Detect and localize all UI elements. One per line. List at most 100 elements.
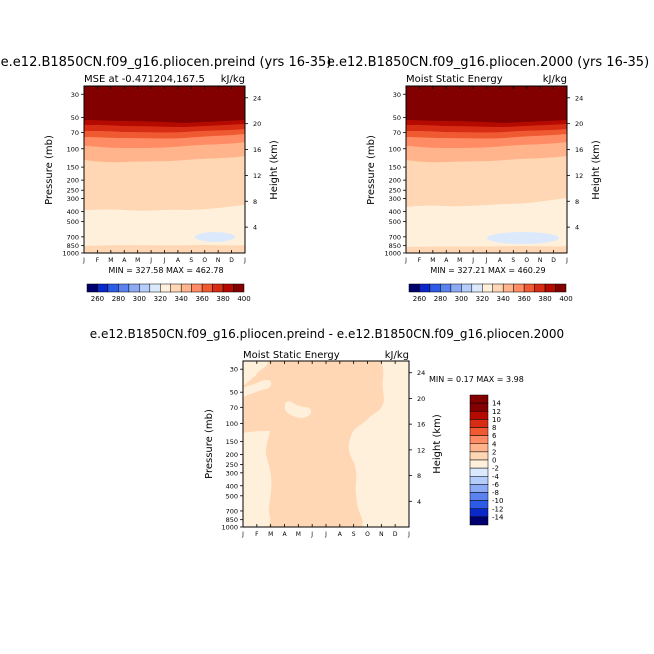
y2-tick-label: 16: [417, 421, 425, 429]
colorbar-swatch: [233, 283, 245, 293]
colorbar-label: 280: [112, 295, 125, 303]
y-tick-label: 70: [393, 129, 401, 137]
y-tick-label: 250: [67, 187, 79, 195]
colorbar-label: 360: [195, 295, 208, 303]
colorbar-label: -4: [492, 473, 500, 481]
y-tick-label: 300: [389, 195, 401, 203]
y2-tick-label: 4: [575, 224, 579, 232]
y2-tick-label: 24: [253, 94, 261, 102]
y2-tick-label: 24: [575, 94, 583, 102]
colorbar-swatch: [469, 435, 489, 444]
colorbar-label: 6: [492, 432, 497, 440]
colorbar-label: 10: [492, 416, 501, 424]
colorbar-label: 0: [492, 457, 496, 465]
y-tick-label: 100: [389, 145, 401, 153]
x-tick-label: S: [189, 257, 193, 264]
colorbar-label: 2: [492, 448, 496, 456]
y-tick-label: 500: [389, 218, 401, 226]
colorbar-swatch: [450, 283, 462, 293]
y2-tick-label: 8: [417, 472, 421, 480]
x-tick-label: O: [202, 257, 207, 264]
colorbar-swatch: [469, 484, 489, 493]
gap-upper-left: [243, 379, 272, 398]
colorbar-swatch: [139, 283, 151, 293]
colorbar-label: 360: [517, 295, 530, 303]
y-tick-label: 30: [230, 366, 238, 374]
colorbar-swatch: [201, 283, 213, 293]
contour-field: [84, 86, 245, 253]
x-tick-label: M: [135, 257, 140, 264]
y-tick-label: 200: [226, 451, 238, 459]
y-tick-label: 500: [226, 492, 238, 500]
colorbar-swatch: [440, 283, 452, 293]
colorbar-label: -10: [492, 497, 503, 505]
y2-axis-label: Height (km): [432, 414, 443, 474]
colorbar-label: 12: [492, 408, 501, 416]
colorbar-swatch: [469, 394, 489, 404]
x-tick-label: N: [538, 257, 543, 264]
y2-tick-label: 20: [253, 120, 261, 128]
y2-tick-label: 24: [417, 369, 425, 377]
colorbar-label: 300: [133, 295, 146, 303]
stats-label: MIN = 0.17 MAX = 3.98: [429, 375, 524, 384]
y-tick-label: 700: [67, 233, 79, 241]
colorbar-swatch: [469, 411, 489, 420]
y-tick-label: 500: [67, 218, 79, 226]
contour-field: [243, 361, 409, 527]
colorbar-swatch: [469, 451, 489, 461]
y2-tick-label: 12: [575, 172, 583, 180]
y2-axis-label: Height (km): [591, 140, 602, 200]
y-tick-label: 70: [71, 129, 79, 137]
y-tick-label: 100: [226, 420, 238, 428]
x-tick-label: A: [282, 531, 287, 538]
y-tick-label: 30: [393, 91, 401, 99]
colorbar-swatch: [513, 283, 525, 293]
colorbar: 260 280 300 320 340 360 380 400: [86, 283, 251, 303]
colorbar-swatch: [222, 283, 234, 293]
x-tick-label: A: [122, 257, 127, 264]
panel-title: e.e12.B1850CN.f09_g16.pliocen.2000 (yrs …: [327, 55, 649, 70]
colorbar-label: 340: [175, 295, 188, 303]
y-tick-label: 300: [226, 469, 238, 477]
x-tick-label: F: [96, 257, 100, 264]
colorbar-swatch: [118, 283, 130, 293]
y2-tick-label: 4: [417, 498, 421, 506]
colorbar-swatch: [408, 283, 420, 293]
x-tick-label: D: [551, 257, 556, 264]
colorbar-swatch: [461, 283, 473, 293]
colorbar-swatch: [502, 283, 514, 293]
y-tick-label: 850: [67, 242, 79, 250]
panel-subtitle-right: kJ/kg: [221, 74, 245, 85]
y2-tick-label: 8: [575, 198, 579, 206]
colorbar-swatch: [469, 492, 489, 501]
colorbar-swatch: [469, 459, 489, 469]
y-tick-label: 250: [226, 461, 238, 469]
contour-field: [406, 86, 567, 253]
colorbar-label: 400: [559, 295, 572, 303]
colorbar-swatch: [86, 283, 98, 293]
y-tick-label: 50: [230, 389, 238, 397]
colorbar-label: 14: [492, 400, 501, 408]
y-tick-label: 400: [226, 482, 238, 490]
colorbar-swatch: [469, 402, 489, 412]
colorbar-label: 400: [237, 295, 250, 303]
y-tick-label: 100: [67, 145, 79, 153]
band-high2: [84, 86, 245, 123]
x-tick-label: A: [498, 257, 503, 264]
x-tick-label: J: [241, 531, 244, 538]
colorbar-label: -2: [492, 465, 499, 473]
x-tick-label: J: [404, 257, 407, 264]
y-tick-label: 850: [226, 516, 238, 524]
gap-upper-right: [284, 401, 312, 418]
colorbar-swatch: [160, 283, 171, 293]
y-tick-label: 700: [226, 507, 238, 515]
panel-title: e.e12.B1850CN.f09_g16.pliocen.preind (yr…: [1, 55, 332, 70]
colorbar-label: 320: [154, 295, 167, 303]
stats-label: MIN = 327.58 MAX = 462.78: [108, 266, 223, 275]
colorbar-swatch: [469, 516, 489, 526]
x-tick-label: J: [324, 531, 327, 538]
